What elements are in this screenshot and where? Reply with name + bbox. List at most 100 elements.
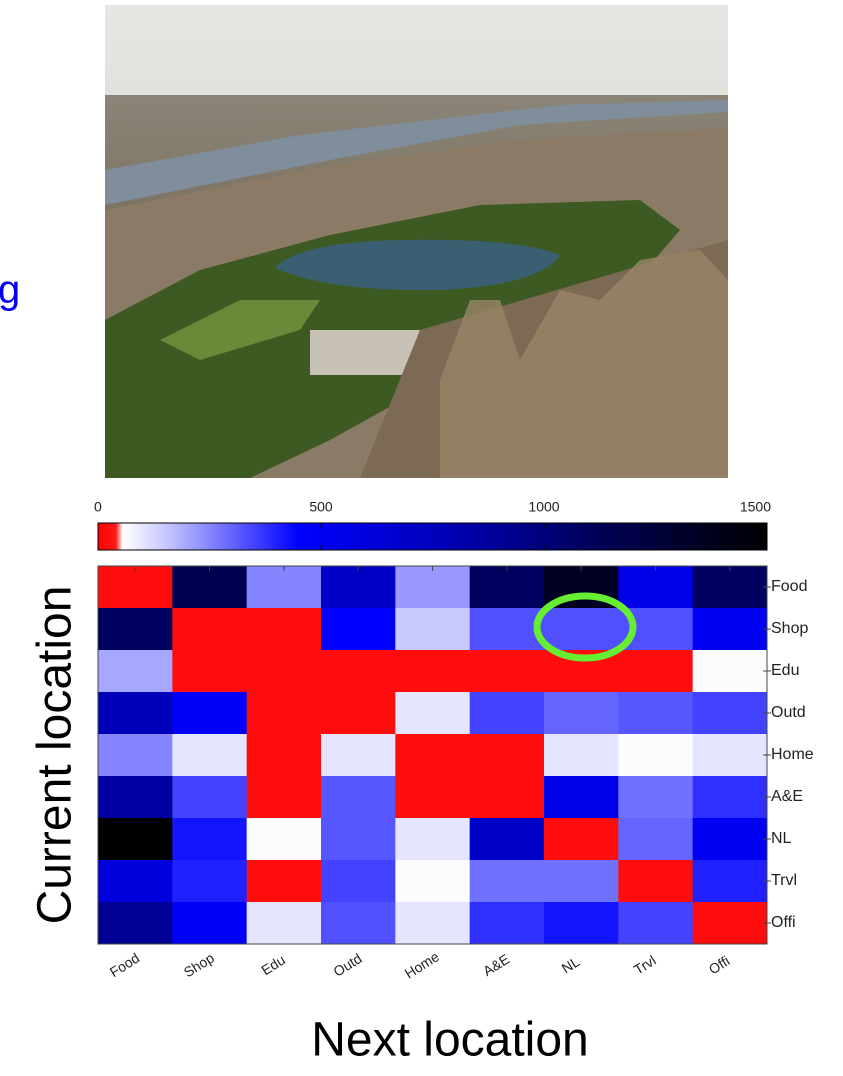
heat-cell bbox=[247, 860, 322, 903]
heat-cell bbox=[544, 776, 619, 819]
heat-cell bbox=[247, 818, 322, 861]
heat-cell bbox=[98, 776, 173, 819]
heat-cell bbox=[395, 902, 470, 945]
heat-cell bbox=[321, 650, 396, 693]
heat-cell bbox=[470, 608, 545, 651]
heat-cell bbox=[470, 566, 545, 609]
heat-cell bbox=[470, 650, 545, 693]
heat-cell bbox=[618, 650, 693, 693]
heat-cell bbox=[321, 734, 396, 777]
x-tick-label: Edu bbox=[258, 952, 288, 979]
x-axis-label: Next location bbox=[311, 1014, 588, 1067]
heat-cell bbox=[470, 902, 545, 945]
heat-cell bbox=[247, 608, 322, 651]
heat-cell bbox=[470, 776, 545, 819]
heat-cell bbox=[247, 902, 322, 945]
page: {"link_fragment": "g", "chart_data": { "… bbox=[0, 0, 843, 1076]
heat-cell bbox=[98, 566, 173, 609]
x-tick-label: A&E bbox=[480, 951, 512, 979]
y-tick-label: NL bbox=[771, 830, 792, 847]
heat-cell bbox=[544, 860, 619, 903]
x-tick-label: Outd bbox=[330, 950, 364, 980]
heat-cell bbox=[98, 734, 173, 777]
heat-cell bbox=[247, 650, 322, 693]
colorbar-tick-label: 1500 bbox=[740, 499, 771, 515]
heat-cell bbox=[321, 818, 396, 861]
heat-cell bbox=[321, 902, 396, 945]
heat-cell bbox=[98, 692, 173, 735]
x-tick-label: NL bbox=[559, 953, 583, 976]
slide: g Current location Next location 0500100… bbox=[0, 0, 843, 1076]
y-tick-label: Home bbox=[771, 746, 814, 763]
heat-cell bbox=[247, 734, 322, 777]
y-tick-label: Food bbox=[771, 578, 807, 595]
colorbar-tick-label: 0 bbox=[94, 499, 102, 515]
heat-cell bbox=[693, 608, 768, 651]
heat-cell bbox=[172, 734, 247, 777]
heat-cell bbox=[470, 692, 545, 735]
heat-cell bbox=[395, 692, 470, 735]
heat-cell bbox=[395, 650, 470, 693]
heat-cell bbox=[247, 566, 322, 609]
photo bbox=[105, 5, 728, 478]
heatmap bbox=[98, 566, 768, 945]
heat-cell bbox=[395, 776, 470, 819]
heat-cell bbox=[98, 818, 173, 861]
colorbar-tick-label: 1000 bbox=[528, 499, 559, 515]
heat-cell bbox=[544, 608, 619, 651]
y-tick-label: A&E bbox=[771, 788, 803, 805]
y-tick-label: Offi bbox=[771, 914, 796, 931]
heat-cell bbox=[395, 608, 470, 651]
y-tick-label: Edu bbox=[771, 662, 799, 679]
heat-cell bbox=[618, 692, 693, 735]
heat-cell bbox=[470, 818, 545, 861]
heat-cell bbox=[693, 860, 768, 903]
heat-cell bbox=[618, 902, 693, 945]
y-axis-label: Current location bbox=[29, 586, 82, 925]
x-tick-label: Offi bbox=[706, 952, 733, 977]
heat-cell bbox=[172, 692, 247, 735]
x-tick-label: Trvl bbox=[631, 952, 659, 978]
heat-cell bbox=[544, 692, 619, 735]
heat-cell bbox=[470, 734, 545, 777]
heat-cell bbox=[470, 860, 545, 903]
x-tick-label: Shop bbox=[181, 949, 217, 980]
heat-cell bbox=[395, 734, 470, 777]
heat-cell bbox=[544, 818, 619, 861]
heat-cell bbox=[618, 818, 693, 861]
heat-cell bbox=[395, 566, 470, 609]
heat-cell bbox=[172, 608, 247, 651]
heat-cell bbox=[321, 566, 396, 609]
y-tick-label: Shop bbox=[771, 620, 808, 637]
heat-cell bbox=[98, 650, 173, 693]
heat-cell bbox=[618, 776, 693, 819]
heat-cell bbox=[618, 734, 693, 777]
heat-cell bbox=[395, 818, 470, 861]
heat-cell bbox=[321, 608, 396, 651]
heat-cell bbox=[98, 860, 173, 903]
heat-cell bbox=[693, 818, 768, 861]
heat-cell bbox=[98, 902, 173, 945]
heat-cell bbox=[618, 566, 693, 609]
heat-cell bbox=[172, 650, 247, 693]
heat-cell bbox=[544, 902, 619, 945]
x-tick-label: Food bbox=[107, 950, 143, 980]
heat-cell bbox=[172, 776, 247, 819]
heat-cell bbox=[618, 860, 693, 903]
heat-cell bbox=[172, 566, 247, 609]
link-fragment[interactable]: g bbox=[0, 268, 20, 312]
heat-cell bbox=[321, 692, 396, 735]
heat-cell bbox=[172, 902, 247, 945]
heat-cell bbox=[247, 692, 322, 735]
heat-cell bbox=[693, 650, 768, 693]
heat-cell bbox=[172, 818, 247, 861]
heat-cell bbox=[693, 566, 768, 609]
heat-cell bbox=[693, 734, 768, 777]
heat-cell bbox=[693, 692, 768, 735]
colorbar bbox=[98, 523, 767, 550]
heat-cell bbox=[321, 776, 396, 819]
x-tick-label: Home bbox=[402, 948, 442, 981]
heat-cell bbox=[98, 608, 173, 651]
heat-cell bbox=[172, 860, 247, 903]
heat-cell bbox=[395, 860, 470, 903]
